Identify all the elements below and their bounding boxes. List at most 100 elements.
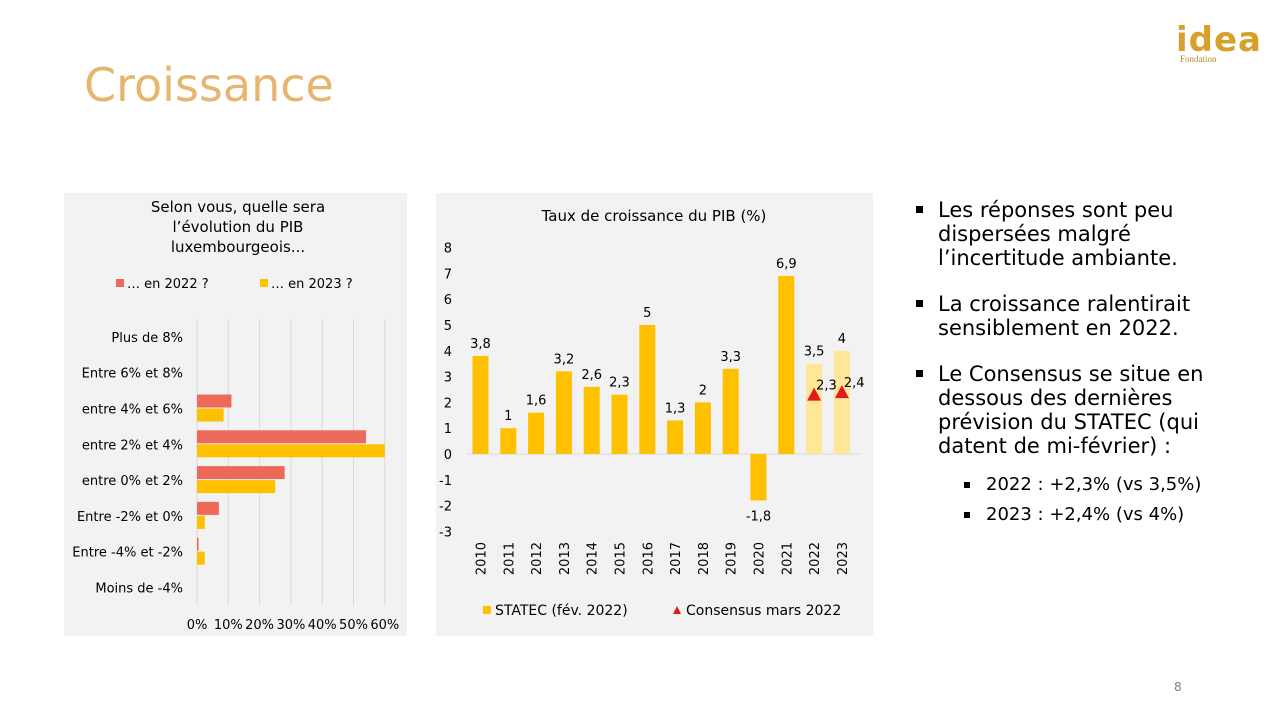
x-tick-label: 2014 <box>586 542 601 575</box>
legend-swatch <box>483 606 491 614</box>
data-label: 3,2 <box>554 352 575 367</box>
category-label: Plus de 8% <box>111 331 183 346</box>
bullet-list: Les réponses sont peu dispersées malgré … <box>912 198 1252 534</box>
x-tick-label: 2018 <box>697 542 712 575</box>
category-label: entre 4% et 6% <box>82 403 183 418</box>
chart-title: Taux de croissance du PIB (%) <box>541 207 767 225</box>
data-label: 2 <box>699 383 707 398</box>
chart-title-line: Selon vous, quelle sera <box>151 198 325 216</box>
y-tick-label: -1 <box>439 474 452 489</box>
x-tick-label: 2016 <box>641 542 656 575</box>
page-number: 8 <box>1174 680 1182 694</box>
x-tick-label: 2010 <box>475 542 490 575</box>
x-tick-label: 2017 <box>669 542 684 575</box>
category-label: Entre -4% et -2% <box>72 546 183 561</box>
bar <box>778 275 795 454</box>
y-tick-label: 0 <box>444 448 452 463</box>
data-label: 3,3 <box>720 350 741 365</box>
bullet-item: Les réponses sont peu dispersées malgré … <box>912 198 1252 270</box>
bullet-item: Le Consensus se situe en dessous des der… <box>912 362 1252 458</box>
consensus-label: 2,3 <box>816 379 837 394</box>
idea-logo: idea Fondation <box>1170 14 1270 70</box>
y-tick-label: 3 <box>444 371 452 386</box>
bar <box>528 412 545 454</box>
bar <box>197 515 205 529</box>
bar <box>197 480 276 494</box>
y-tick-label: 2 <box>444 396 452 411</box>
x-tick-label: 50% <box>339 618 368 633</box>
category-label: Entre -2% et 0% <box>77 510 183 525</box>
y-tick-label: 1 <box>444 422 452 437</box>
data-label: 4 <box>838 332 846 347</box>
x-tick-label: 2021 <box>780 542 795 575</box>
data-label: 5 <box>643 306 651 321</box>
survey-bar-chart: Selon vous, quelle sera l’évolution du PI… <box>72 198 399 633</box>
data-label: 2,6 <box>581 368 602 383</box>
bar <box>472 355 489 454</box>
x-tick-label: 60% <box>370 618 399 633</box>
category-label: entre 2% et 4% <box>82 438 183 453</box>
x-tick-label: 2012 <box>530 542 545 575</box>
data-label: 1,3 <box>665 401 686 416</box>
bar <box>197 430 367 444</box>
data-label: 3,8 <box>470 337 491 352</box>
bar <box>806 363 823 454</box>
y-tick-label: -2 <box>439 500 452 515</box>
bar <box>833 350 850 454</box>
x-tick-label: 30% <box>276 618 305 633</box>
x-tick-label: 10% <box>214 618 243 633</box>
data-label: 2,3 <box>609 376 630 391</box>
x-tick-label: 2015 <box>614 542 629 575</box>
y-tick-label: 4 <box>444 345 452 360</box>
data-label: -1,8 <box>746 509 771 524</box>
logo-subtitle: Fondation <box>1180 54 1217 64</box>
x-tick-label: 2022 <box>808 542 823 575</box>
y-tick-label: -3 <box>439 525 452 540</box>
legend-swatch <box>116 279 124 287</box>
y-tick-label: 7 <box>444 267 452 282</box>
x-tick-label: 40% <box>308 618 337 633</box>
sub-bullet-item: 2023 : +2,4% (vs 4%) <box>962 504 1252 526</box>
bar <box>583 386 600 454</box>
bar <box>639 325 656 454</box>
consensus-marker <box>834 385 849 399</box>
legend-swatch <box>260 279 268 287</box>
bar <box>667 420 684 454</box>
legend-label: Consensus mars 2022 <box>686 603 841 619</box>
gdp-growth-chart: Taux de croissance du PIB (%) -3 -2 -1 0 1 2 3 4… <box>439 207 865 619</box>
sub-bullet-item: 2022 : +2,3% (vs 3,5%) <box>962 474 1252 496</box>
consensus-label: 2,4 <box>844 376 865 391</box>
x-tick-label: 2011 <box>502 542 517 575</box>
legend-label: … en 2023 ? <box>271 277 353 292</box>
bar <box>197 444 385 458</box>
bar <box>750 454 767 501</box>
x-tick-label: 2019 <box>725 542 740 575</box>
x-tick-label: 0% <box>187 618 208 633</box>
x-tick-label: 2023 <box>836 542 851 575</box>
bar <box>197 551 205 565</box>
x-tick-label: 2013 <box>558 542 573 575</box>
chart-title-line: l’évolution du PIB <box>173 218 304 236</box>
chart-title-line: luxembourgeois... <box>171 238 305 256</box>
survey-chart-panel: Selon vous, quelle sera l’évolution du PI… <box>64 193 407 636</box>
x-tick-label: 2020 <box>753 542 768 575</box>
legend-label: … en 2022 ? <box>127 277 209 292</box>
category-label: Moins de -4% <box>95 582 183 597</box>
bar <box>722 368 739 454</box>
bar <box>555 371 572 454</box>
category-label: Entre 6% et 8% <box>82 367 183 382</box>
data-label: 1,6 <box>526 394 547 409</box>
consensus-marker <box>807 387 822 401</box>
bar <box>197 501 219 515</box>
bullet-item: La croissance ralentirait sensiblement e… <box>912 292 1252 340</box>
gdp-chart-panel: Taux de croissance du PIB (%) -3 -2 -1 0 1 2 3 4… <box>436 193 873 636</box>
legend-label: STATEC (fév. 2022) <box>495 603 628 619</box>
bar <box>197 537 199 551</box>
y-tick-label: 8 <box>444 242 452 257</box>
data-label: 1 <box>504 409 512 424</box>
slide-title: Croissance <box>84 58 334 112</box>
bar <box>197 466 285 480</box>
y-tick-label: 6 <box>444 293 452 308</box>
data-label: 3,5 <box>804 345 825 360</box>
bar <box>197 394 232 408</box>
